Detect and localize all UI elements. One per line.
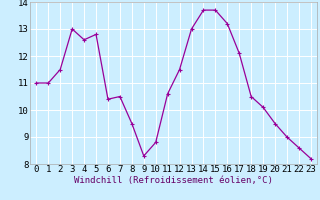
X-axis label: Windchill (Refroidissement éolien,°C): Windchill (Refroidissement éolien,°C) (74, 176, 273, 185)
